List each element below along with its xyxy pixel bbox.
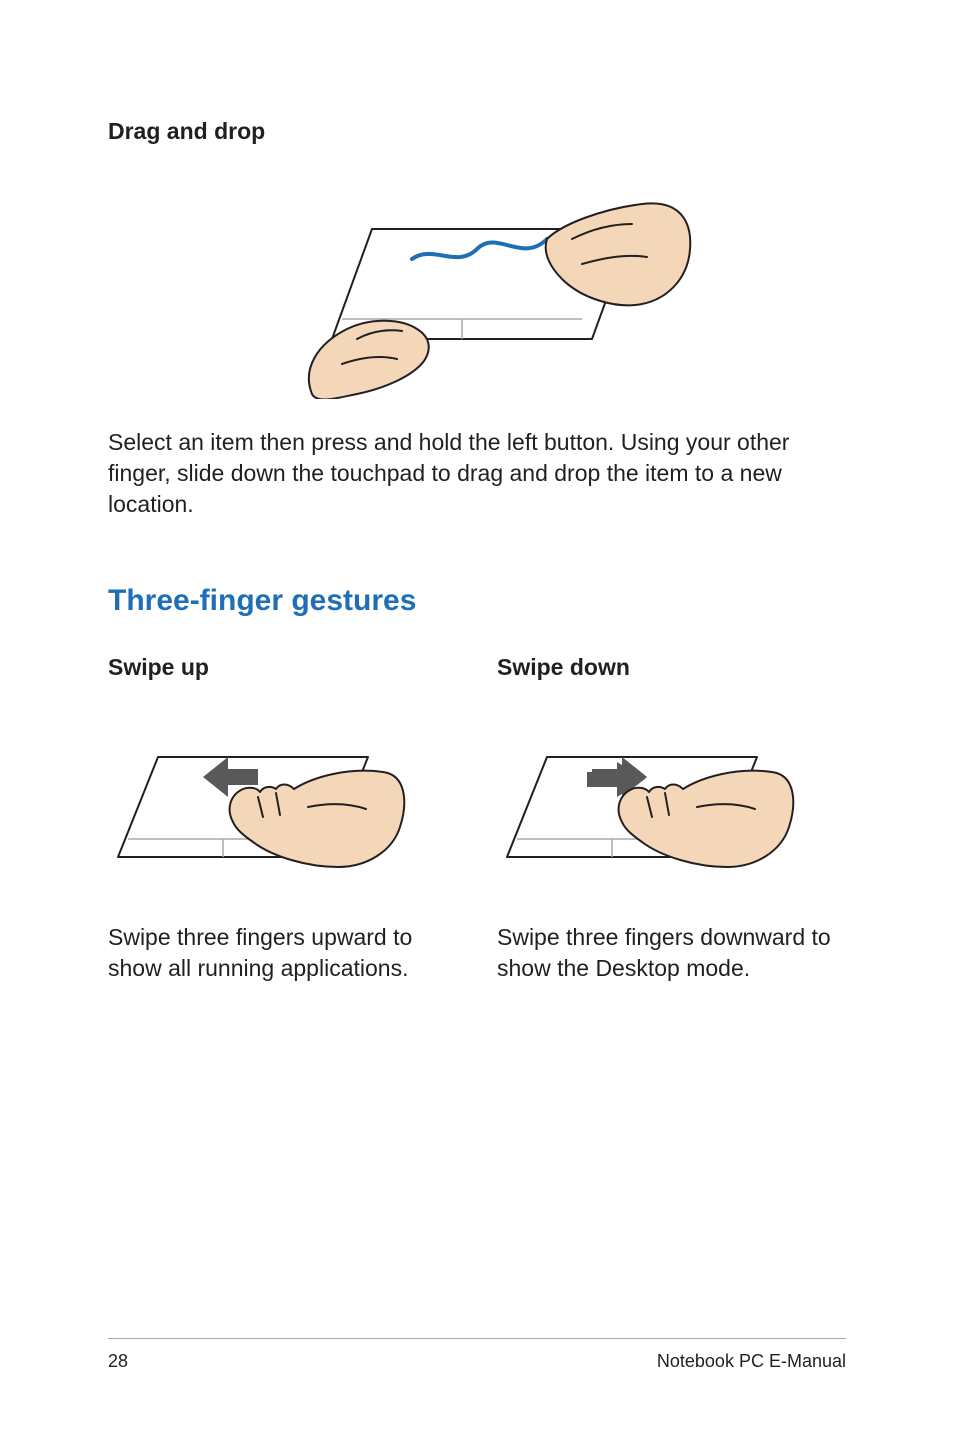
drag-drop-body: Select an item then press and hold the l… (108, 427, 846, 520)
drag-drop-heading: Drag and drop (108, 118, 846, 145)
swipe-up-heading: Swipe up (108, 654, 457, 681)
swipe-down-body: Swipe three fingers downward to show the… (497, 922, 846, 984)
swipe-up-illustration (108, 717, 457, 892)
swipe-down-heading: Swipe down (497, 654, 846, 681)
swipe-up-body: Swipe three fingers upward to show all r… (108, 922, 457, 984)
page-number: 28 (108, 1351, 128, 1372)
swipe-down-illustration (497, 717, 846, 892)
drag-drop-illustration (108, 169, 846, 399)
three-finger-title: Three-finger gestures (108, 584, 846, 618)
doc-title: Notebook PC E-Manual (657, 1351, 846, 1372)
footer-rule (108, 1338, 846, 1339)
page-footer: 28 Notebook PC E-Manual (108, 1338, 846, 1372)
